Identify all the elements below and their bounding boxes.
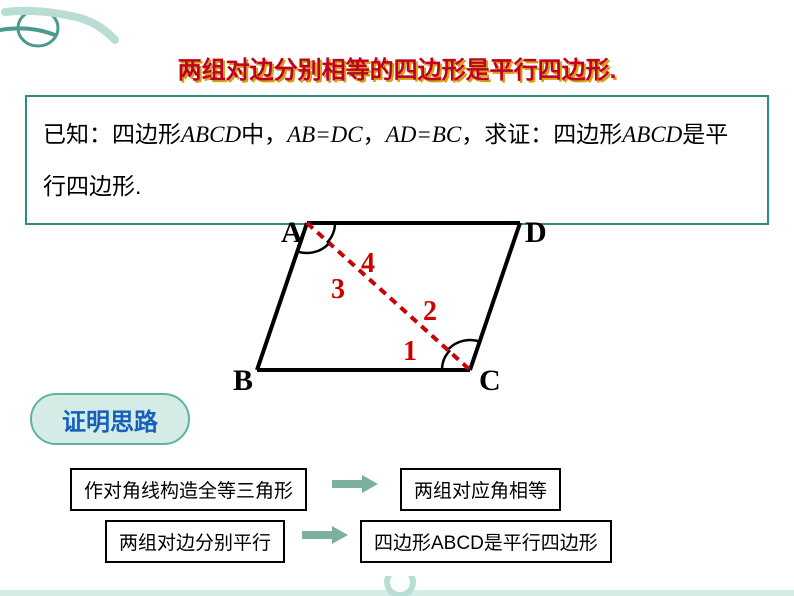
- vertex-C: C: [479, 364, 501, 398]
- proof-step-2: 两组对应角相等: [400, 468, 561, 511]
- proof-step-3: 两组对边分别平行: [105, 520, 285, 563]
- angle-4: 4: [361, 248, 375, 280]
- proof-thinking-label: 证明思路: [30, 393, 190, 445]
- angle-2: 2: [423, 296, 437, 328]
- vertex-D: D: [525, 216, 547, 250]
- proof-step-1: 作对角线构造全等三角形: [70, 468, 307, 511]
- angle-3: 3: [331, 274, 345, 306]
- parallelogram-diagram: ADBC4321: [245, 218, 585, 403]
- arrow-1: [330, 474, 380, 494]
- proof-step-4: 四边形ABCD是平行四边形: [360, 520, 612, 563]
- angle-1: 1: [403, 336, 417, 368]
- arrow-2: [300, 525, 350, 545]
- page-title: 两组对边分别相等的四边形是平行四边形. 两组对边分别相等的四边形是平行四边形.: [0, 50, 794, 85]
- vertex-A: A: [281, 216, 303, 250]
- vertex-B: B: [233, 364, 253, 398]
- problem-statement: 已知：四边形ABCD中，AB=DC，AD=BC，求证：四边形ABCD是平行四边形…: [25, 95, 769, 225]
- bottom-decoration: [0, 576, 794, 596]
